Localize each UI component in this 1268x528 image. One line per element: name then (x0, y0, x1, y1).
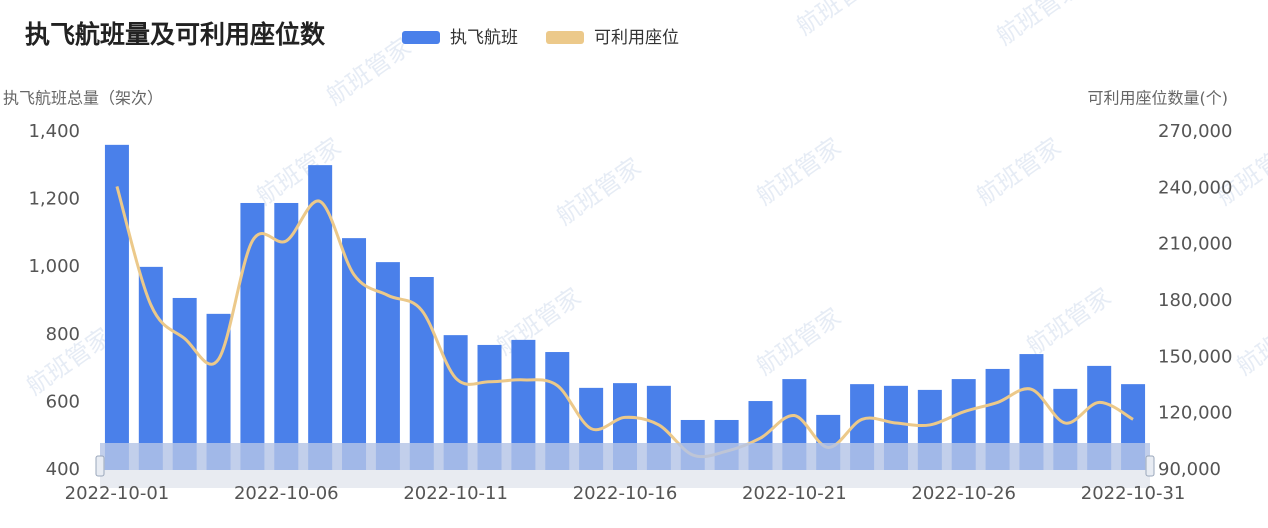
y-tick-label: 1,000 (28, 256, 80, 277)
legend-swatch (546, 31, 584, 44)
zoom-handle[interactable] (1145, 455, 1155, 477)
bar (274, 202, 299, 471)
bar (172, 297, 197, 470)
y2-tick-label: 180,000 (1158, 290, 1232, 311)
legend-swatch (402, 31, 440, 44)
x-tick-label: 2022-10-26 (911, 483, 1016, 504)
y-tick-label: 400 (46, 459, 80, 480)
y2-tick-label: 210,000 (1158, 234, 1232, 255)
zoom-slider-window (100, 443, 1150, 470)
x-tick-label: 2022-10-11 (403, 483, 508, 504)
y-tick-label: 1,400 (28, 121, 80, 142)
watermark: 航班管家 (1211, 133, 1268, 211)
watermark: 航班管家 (751, 133, 846, 211)
x-tick-label: 2022-10-06 (234, 483, 339, 504)
watermark: 航班管家 (321, 33, 416, 111)
y2-tick-label: 90,000 (1158, 459, 1221, 480)
watermark: 航班管家 (791, 0, 886, 41)
line (115, 186, 1134, 459)
legend-label: 执飞航班 (450, 28, 518, 48)
x-tick-label: 2022-10-31 (1081, 483, 1186, 504)
bar (308, 165, 333, 470)
bar (104, 144, 129, 470)
watermark: 航班管家 (551, 153, 646, 231)
bar (138, 266, 163, 470)
legend-label: 可利用座位 (594, 28, 679, 48)
y2-tick-label: 240,000 (1158, 177, 1232, 198)
watermark: 航班管家 (1021, 283, 1116, 361)
y-axis-title: 执飞航班总量（架次） (3, 89, 163, 108)
watermark: 航班管家 (1231, 303, 1268, 381)
chart-title: 执飞航班量及可利用座位数 (25, 20, 326, 49)
zoom-handle[interactable] (95, 455, 105, 477)
y-tick-label: 1,200 (28, 189, 80, 210)
bar (240, 202, 265, 471)
y-tick-label: 800 (46, 324, 80, 345)
watermark: 航班管家 (971, 133, 1066, 211)
y2-tick-label: 270,000 (1158, 121, 1232, 142)
y2-tick-label: 120,000 (1158, 403, 1232, 424)
x-tick-label: 2022-10-21 (742, 483, 847, 504)
watermark: 航班管家 (751, 303, 846, 381)
x-tick-label: 2022-10-16 (573, 483, 678, 504)
watermark: 航班管家 (491, 283, 586, 361)
y2-axis-title: 可利用座位数量(个) (1088, 89, 1229, 108)
y-tick-label: 600 (46, 391, 80, 412)
bar (409, 277, 434, 470)
x-tick-label: 2022-10-01 (65, 483, 170, 504)
y2-tick-label: 150,000 (1158, 346, 1232, 367)
watermark: 航班管家 (991, 0, 1086, 51)
